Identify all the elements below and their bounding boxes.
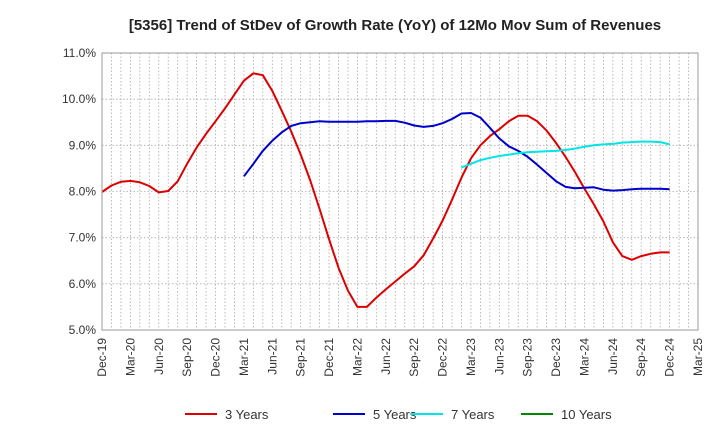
x-tick-label: Sep-20 bbox=[180, 338, 194, 377]
y-tick-label: 11.0% bbox=[63, 46, 96, 60]
legend: 3 Years 5 Years 7 Years 10 Years bbox=[185, 407, 612, 422]
x-tick-label: Mar-23 bbox=[464, 338, 478, 376]
legend-label-10-years: 10 Years bbox=[561, 407, 612, 422]
x-tick-label: Jun-23 bbox=[492, 338, 506, 375]
series-line-3-years bbox=[101, 72, 670, 308]
x-tick-label: Jun-24 bbox=[606, 338, 620, 375]
x-tick-label: Jun-22 bbox=[379, 338, 393, 375]
x-tick-label: Jun-20 bbox=[152, 338, 166, 375]
series-lines bbox=[101, 72, 670, 308]
x-tick-label: Mar-20 bbox=[123, 338, 137, 376]
series-line-7-years bbox=[461, 140, 670, 169]
x-tick-label: Sep-22 bbox=[407, 338, 421, 377]
y-tick-label: 8.0% bbox=[69, 185, 97, 199]
plot-frame bbox=[101, 52, 699, 331]
x-tick-label: Mar-25 bbox=[691, 338, 705, 376]
y-tick-label: 5.0% bbox=[69, 323, 97, 337]
legend-label-7-years: 7 Years bbox=[451, 407, 495, 422]
x-tick-label: Dec-21 bbox=[322, 338, 336, 377]
legend-label-5-years: 5 Years bbox=[373, 407, 417, 422]
x-tick-label: Sep-24 bbox=[634, 338, 648, 377]
x-tick-label: Dec-19 bbox=[95, 338, 109, 377]
y-tick-label: 7.0% bbox=[69, 231, 97, 245]
y-axis-labels: 5.0% 6.0% 7.0% 8.0% 9.0% 10.0% 11.0% bbox=[62, 46, 96, 337]
chart-title: [5356] Trend of StDev of Growth Rate (Yo… bbox=[129, 17, 661, 34]
x-tick-label: Mar-24 bbox=[577, 338, 591, 376]
x-tick-label: Dec-24 bbox=[663, 338, 677, 377]
x-tick-label: Sep-21 bbox=[294, 338, 308, 377]
y-tick-label: 10.0% bbox=[62, 92, 96, 106]
grid-lines bbox=[102, 53, 698, 330]
y-tick-label: 9.0% bbox=[69, 138, 97, 152]
x-tick-label: Sep-23 bbox=[521, 338, 535, 377]
x-tick-label: Mar-22 bbox=[350, 338, 364, 376]
legend-label-3-years: 3 Years bbox=[225, 407, 269, 422]
x-tick-label: Dec-20 bbox=[209, 338, 223, 377]
x-tick-label: Mar-21 bbox=[237, 338, 251, 376]
y-tick-label: 6.0% bbox=[69, 277, 97, 291]
series-line-5-years bbox=[243, 112, 670, 192]
x-tick-label: Dec-22 bbox=[436, 338, 450, 377]
x-tick-label: Jun-21 bbox=[265, 338, 279, 375]
x-tick-label: Dec-23 bbox=[549, 338, 563, 377]
x-axis-labels: Dec-19 Mar-20 Jun-20 Sep-20 Dec-20 Mar-21 Jun-… bbox=[95, 338, 705, 377]
